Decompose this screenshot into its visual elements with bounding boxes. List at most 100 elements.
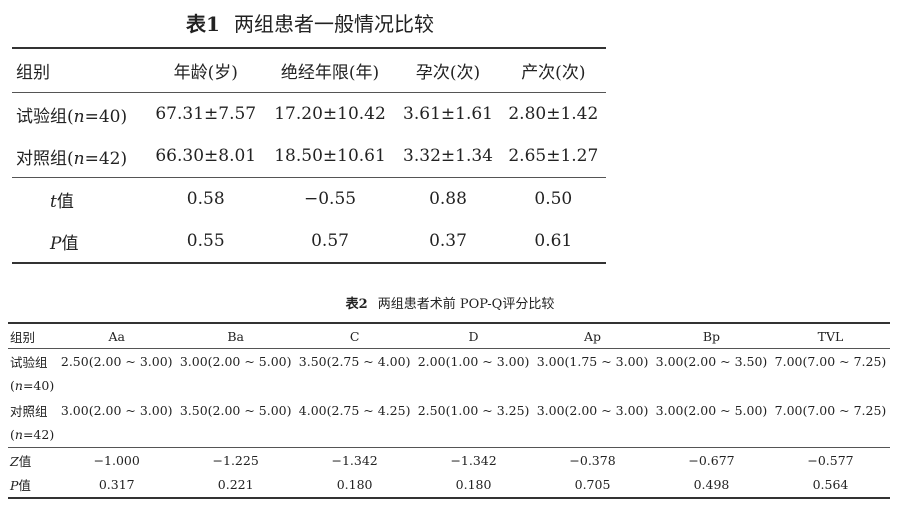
stat-row: t值 0.58 −0.55 0.88 0.50 — [12, 177, 606, 220]
value-cell: 0.88 — [395, 177, 501, 220]
column-header: Ba — [176, 323, 296, 349]
italic-symbol: P — [50, 233, 62, 254]
stat-row: P值 0.55 0.57 0.37 0.61 — [12, 220, 606, 263]
text-part: ( — [10, 378, 15, 394]
table-row: 对照组 3.00(2.00 ~ 3.00) 3.50(2.00 ~ 5.00) 4.0… — [8, 398, 890, 423]
text-part: 值 — [18, 478, 31, 494]
value-cell: 18.50±10.61 — [274, 146, 386, 166]
value-cell: 3.61±1.61 — [403, 104, 493, 124]
value-cell: 2.65±1.27 — [508, 146, 599, 166]
value-cell: 0.221 — [217, 477, 254, 493]
empty-cell — [771, 423, 890, 448]
table2-header-row: 组别 Aa Ba C D Ap Bp TVL — [8, 323, 890, 349]
text-part: 值 — [18, 453, 32, 469]
value-cell: −1.000 — [57, 447, 177, 473]
value-cell: 3.50(2.75 ~ 4.00) — [298, 353, 411, 369]
empty-cell — [533, 374, 652, 399]
table1-label: 表1 — [186, 12, 220, 36]
column-header: TVL — [770, 323, 890, 349]
empty-cell — [176, 423, 295, 448]
column-header: 年龄(岁) — [146, 48, 265, 93]
value-cell: −0.677 — [652, 447, 771, 473]
value-cell: 3.00(2.00 ~ 3.50) — [655, 353, 768, 369]
value-cell: −0.577 — [770, 447, 890, 473]
group-cell: 试验组 — [10, 354, 48, 370]
table1-caption: 表1 两组患者一般情况比较 — [0, 8, 620, 37]
value-cell: 2.50(2.00 ~ 3.00) — [60, 353, 173, 369]
text-part: ( — [10, 427, 15, 443]
value-cell: 0.57 — [311, 231, 349, 251]
column-header: D — [414, 323, 534, 349]
group-n-cell: (n=40) — [8, 374, 57, 399]
value-cell: 0.180 — [455, 477, 492, 493]
group-cell: 对照组(n=42) — [12, 135, 147, 178]
table1: 组别 年龄(岁) 绝经年限(年) 孕次(次) 产次(次) 试验组(n=40) 67.31±7… — [12, 47, 606, 264]
column-header: 孕次(次) — [395, 48, 501, 93]
value-cell: 0.55 — [186, 231, 225, 251]
empty-cell — [652, 374, 771, 399]
stat-label-cell: Z值 — [8, 447, 58, 473]
empty-cell — [771, 374, 890, 399]
value-cell: 3.00(1.75 ~ 3.00) — [536, 353, 649, 369]
column-header: 产次(次) — [500, 48, 606, 93]
text-part: 值 — [56, 191, 74, 212]
empty-cell — [533, 423, 652, 448]
value-cell: 4.00(2.75 ~ 4.25) — [298, 402, 411, 418]
column-header: Bp — [652, 323, 771, 349]
value-cell: 2.00(1.00 ~ 3.00) — [417, 353, 530, 369]
empty-cell — [414, 423, 533, 448]
group-cell: 对照组 — [10, 403, 48, 419]
empty-cell — [295, 374, 414, 399]
table2-title: 两组患者术前 POP-Q评分比较 — [377, 297, 555, 312]
table2: 组别 Aa Ba C D Ap Bp TVL 试验组 2.50(2.00 ~ 3.00) 3.00(… — [8, 322, 890, 499]
value-cell: 3.00(2.00 ~ 3.00) — [60, 402, 173, 418]
value-cell: 0.498 — [693, 477, 730, 493]
empty-cell — [57, 374, 176, 399]
value-cell: −0.55 — [264, 177, 396, 220]
value-cell: 7.00(7.00 ~ 7.25) — [774, 402, 887, 418]
italic-symbol: n — [73, 106, 85, 127]
stat-row: P值 0.317 0.221 0.180 0.180 0.705 0.498 0.564 — [8, 473, 890, 499]
text-part: =40) — [22, 378, 55, 394]
stat-row: Z值 −1.000 −1.225 −1.342 −1.342 −0.378 −0.677 −0… — [8, 447, 890, 473]
value-cell: 0.58 — [146, 177, 265, 220]
value-cell: −0.378 — [533, 447, 652, 473]
column-header: 绝经年限(年) — [264, 48, 396, 93]
italic-symbol: n — [14, 378, 23, 394]
table-row-continuation: (n=42) — [8, 423, 890, 448]
text-part: 值 — [61, 233, 79, 254]
italic-symbol: n — [14, 427, 23, 443]
value-cell: 0.705 — [574, 477, 611, 493]
value-cell: 3.00(2.00 ~ 3.00) — [536, 402, 649, 418]
table1-title: 两组患者一般情况比较 — [233, 12, 434, 36]
table-row-continuation: (n=40) — [8, 374, 890, 399]
italic-symbol: n — [73, 148, 85, 169]
value-cell: −1.225 — [176, 447, 296, 473]
value-cell: 0.61 — [534, 231, 573, 251]
text-part: =42) — [22, 427, 55, 443]
italic-symbol: Z — [10, 453, 19, 469]
empty-cell — [57, 423, 176, 448]
group-n-cell: (n=42) — [8, 423, 57, 448]
value-cell: −1.342 — [295, 447, 415, 473]
value-cell: 2.50(1.00 ~ 3.25) — [417, 402, 530, 418]
table2-label: 表2 — [345, 297, 368, 312]
value-cell: 0.37 — [429, 231, 467, 251]
value-cell: 67.31±7.57 — [155, 104, 257, 124]
column-header: 组别 — [8, 323, 58, 349]
empty-cell — [176, 374, 295, 399]
value-cell: 3.00(2.00 ~ 5.00) — [655, 402, 768, 418]
group-cell: 试验组(n=40) — [12, 93, 147, 136]
column-header: 组别 — [12, 48, 147, 93]
table-row: 试验组 2.50(2.00 ~ 3.00) 3.00(2.00 ~ 5.00) 3.5… — [8, 349, 890, 374]
italic-symbol: t — [50, 191, 57, 212]
column-header: Aa — [57, 323, 177, 349]
empty-cell — [295, 423, 414, 448]
table2-caption: 表2 两组患者术前 POP-Q评分比较 — [0, 293, 900, 312]
stat-label-cell: P值 — [12, 220, 147, 263]
value-cell: 0.180 — [336, 477, 373, 493]
table-row: 对照组(n=42) 66.30±8.01 18.50±10.61 3.32±1.34 2… — [12, 135, 606, 178]
value-cell: 17.20±10.42 — [274, 104, 386, 124]
value-cell: 66.30±8.01 — [155, 146, 257, 166]
value-cell: 7.00(7.00 ~ 7.25) — [774, 353, 887, 369]
